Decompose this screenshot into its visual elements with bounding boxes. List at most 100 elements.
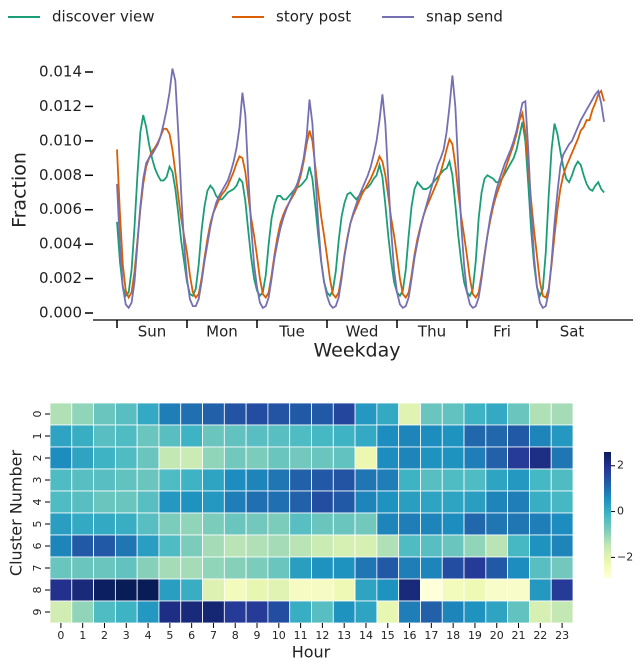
heatmap-cell — [114, 534, 138, 558]
x-tick-label: 22 — [533, 629, 547, 642]
heatmap-cell — [114, 468, 138, 492]
heatmap-cell — [267, 512, 291, 536]
heatmap-cell — [311, 424, 334, 448]
heatmap-cell — [376, 600, 400, 624]
heatmap-cell — [550, 402, 574, 426]
legend-label: discover view — [52, 8, 155, 26]
x-tick-label: Sat — [560, 323, 585, 341]
x-tick-label: 2 — [101, 629, 108, 642]
heatmap-cell — [158, 556, 182, 580]
heatmap-cell — [311, 600, 334, 624]
heatmap-cell — [529, 402, 552, 426]
heatmap-cell — [507, 600, 530, 624]
heatmap-cell — [158, 402, 182, 426]
y-tick-label: 0.014 — [39, 63, 82, 81]
y-tick-label: 0.008 — [39, 166, 82, 184]
heatmap-cell — [485, 402, 509, 426]
heatmap-cell — [529, 600, 552, 624]
heatmap-cell — [441, 534, 465, 558]
heatmap-cell — [223, 402, 247, 426]
heatmap-cell — [158, 446, 182, 470]
heatmap-cell — [441, 468, 465, 492]
heatmap-cell — [136, 578, 160, 602]
heatmap-cell — [289, 600, 312, 624]
heatmap-cell — [267, 468, 291, 492]
heatmap-cell — [529, 468, 552, 492]
heatmap-cell — [420, 512, 443, 536]
y-tick-label: 0.002 — [39, 269, 82, 287]
heatmap-cell — [376, 556, 400, 580]
legend-label: snap send — [426, 8, 503, 26]
heatmap-cell — [529, 446, 552, 470]
heatmap-cell — [485, 490, 509, 514]
heatmap-cell — [202, 468, 225, 492]
heatmap-cell — [441, 556, 465, 580]
heatmap-cell — [420, 534, 443, 558]
heatmap-cell — [507, 556, 530, 580]
heatmap-cell — [289, 402, 312, 426]
heatmap-cell — [332, 600, 356, 624]
heatmap-cell — [332, 578, 356, 602]
heatmap-cell — [245, 424, 269, 448]
heatmap-cell — [354, 468, 378, 492]
heatmap-cell — [550, 468, 574, 492]
series-line — [116, 89, 605, 300]
heatmap-cell — [463, 600, 487, 624]
heatmap-cell — [267, 402, 291, 426]
x-tick-label: 20 — [490, 629, 504, 642]
heatmap-cell — [267, 578, 291, 602]
heatmap-cell — [311, 468, 334, 492]
heatmap-cell — [289, 446, 312, 470]
heatmap-cell — [398, 468, 421, 492]
heatmap-cell — [223, 556, 247, 580]
heatmap-cell — [332, 446, 356, 470]
x-tick-label: 18 — [446, 629, 460, 642]
heatmap-cell — [485, 556, 509, 580]
x-tick-label: 4 — [145, 629, 152, 642]
heatmap-cell — [223, 600, 247, 624]
heatmap-cell — [398, 600, 421, 624]
heatmap-cell — [245, 490, 269, 514]
x-tick-label: 3 — [123, 629, 130, 642]
heatmap-cell — [332, 512, 356, 536]
heatmap-cell — [311, 446, 334, 470]
heatmap-cell — [245, 556, 269, 580]
heatmap-cell — [485, 468, 509, 492]
x-tick-label: 13 — [337, 629, 351, 642]
heatmap-cell — [71, 556, 94, 580]
x-tick-label: 9 — [254, 629, 261, 642]
heatmap-cell — [136, 556, 160, 580]
heatmap-cell — [354, 490, 378, 514]
heatmap-cell — [507, 512, 530, 536]
heatmap-cell — [550, 534, 574, 558]
heatmap-cell — [71, 512, 94, 536]
heatmap-cell — [49, 468, 73, 492]
heatmap-cell — [180, 556, 203, 580]
heatmap-cell — [376, 534, 400, 558]
heatmap-cell — [376, 446, 400, 470]
heatmap-cell — [311, 556, 334, 580]
heatmap-cell — [289, 424, 312, 448]
heatmap-cell — [93, 600, 116, 624]
heatmap-cell — [398, 534, 421, 558]
heatmap-cell — [441, 424, 465, 448]
x-tick-label: 17 — [424, 629, 438, 642]
heatmap-cell — [202, 424, 225, 448]
heatmap-cell — [463, 424, 487, 448]
y-tick-label: 5 — [31, 521, 44, 528]
heatmap-cell — [93, 490, 116, 514]
heatmap-cell — [289, 468, 312, 492]
heatmap-cell — [180, 468, 203, 492]
heatmap-cell — [376, 490, 400, 514]
y-axis-label: Fraction — [9, 152, 31, 228]
heatmap-cell — [180, 512, 203, 536]
heatmap-cell — [158, 490, 182, 514]
legend-label: story post — [276, 8, 351, 26]
heatmap-cell — [245, 534, 269, 558]
heatmap-cell — [93, 578, 116, 602]
heatmap-cell — [202, 578, 225, 602]
x-tick-label: 21 — [512, 629, 526, 642]
x-tick-label: 19 — [468, 629, 482, 642]
y-tick-label: 0.004 — [39, 235, 82, 253]
